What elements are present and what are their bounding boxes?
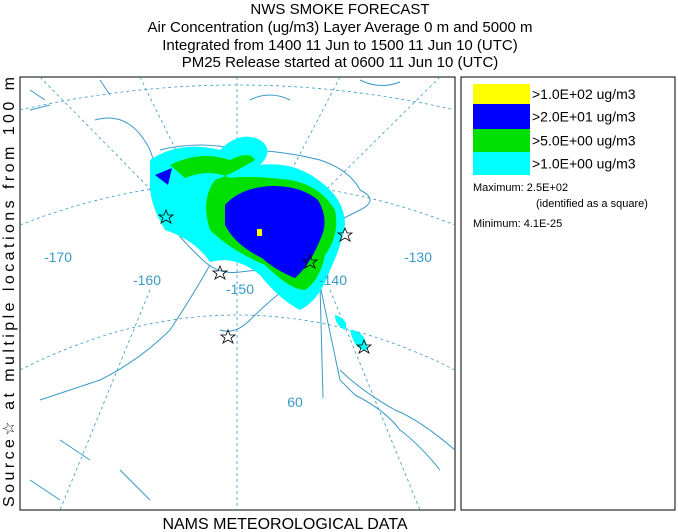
- title: NWS SMOKE FORECAST: [250, 1, 429, 18]
- legend-label: >1.0E+00 ug/m3: [532, 156, 636, 172]
- latitude-label: 60: [287, 394, 303, 410]
- footer: NAMS METEOROLOGICAL DATA: [162, 516, 407, 532]
- smoke-plume: [150, 136, 368, 351]
- legend-swatch: [473, 104, 530, 129]
- longitude-label: -150: [226, 281, 254, 297]
- legend: >1.0E+02 ug/m3 >2.0E+01 ug/m3 >5.0E+00 ug/…: [460, 76, 676, 511]
- legend-swatch: [473, 84, 530, 104]
- legend-label: >5.0E+00 ug/m3: [532, 133, 636, 149]
- subtitle: Integrated from 1400 11 Jun to 1500 11 J…: [162, 37, 518, 54]
- map: -170 -160 -150 -140 -130 60: [19, 76, 456, 511]
- minimum: Minimum: 4.1E-25: [473, 218, 562, 230]
- legend-swatch: [473, 152, 530, 175]
- longitude-label: -140: [319, 272, 347, 288]
- subtitle: PM25 Release started at 0600 11 Jun 10 (…: [182, 54, 499, 71]
- plume-cyan: [335, 315, 368, 351]
- maximum-note: (identified as a square): [536, 198, 648, 210]
- longitude-label: -160: [133, 272, 161, 288]
- legend-label: >2.0E+01 ug/m3: [532, 109, 636, 125]
- longitude-label: -170: [44, 249, 72, 265]
- longitude-label: -130: [404, 249, 432, 265]
- legend-swatch: [473, 129, 530, 152]
- plume-blue: [155, 168, 325, 278]
- maximum: Maximum: 2.5E+02: [473, 182, 568, 194]
- source-markers: [157, 208, 373, 354]
- side-label: Source☆ at multiple locations from 100 m: [1, 77, 18, 507]
- subtitle: Air Concentration (ug/m3) Layer Average …: [148, 19, 533, 36]
- legend-label: >1.0E+02 ug/m3: [532, 86, 636, 102]
- max-square: [257, 229, 262, 236]
